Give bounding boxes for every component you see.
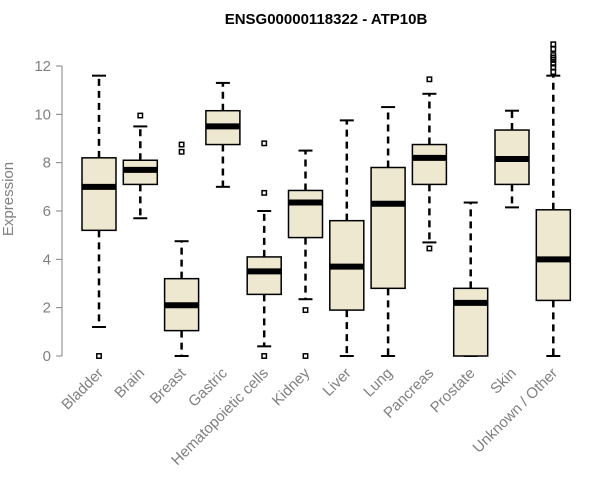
x-tick-label: Prostate <box>427 365 479 417</box>
y-tick-label: 0 <box>43 348 51 365</box>
x-tick-label: Skin <box>487 365 520 398</box>
chart-title: ENSG00000118322 - ATP10B <box>225 11 428 28</box>
outlier-point <box>550 52 557 59</box>
box-iqr <box>246 256 282 296</box>
outlier-point <box>550 69 557 75</box>
outlier-point <box>550 46 557 53</box>
outlier-point <box>302 307 309 314</box>
y-tick-label: 2 <box>43 300 51 317</box>
y-tick-label: 10 <box>34 106 51 123</box>
outlier-point <box>261 189 268 196</box>
outlier-point <box>550 64 557 71</box>
x-tick-label: Brain <box>111 365 148 402</box>
x-tick-label: Kidney <box>269 364 314 409</box>
outlier-point <box>261 353 268 359</box>
box-group <box>205 81 241 188</box>
box-iqr <box>81 157 117 232</box>
box-iqr <box>370 166 406 290</box>
outlier-point <box>426 76 433 83</box>
y-tick-label: 12 <box>34 58 51 75</box>
outlier-point <box>550 60 557 67</box>
outlier-point <box>550 41 557 48</box>
outlier-point <box>137 112 144 119</box>
axes: 0 2 4 6 8 10 12 <box>34 58 63 365</box>
box-iqr <box>535 209 572 302</box>
box-group <box>81 74 117 359</box>
box-iqr <box>452 287 489 357</box>
box-group <box>535 41 572 357</box>
boxes <box>81 41 572 359</box>
x-tick-label: Liver <box>320 365 355 400</box>
box-group <box>287 149 324 359</box>
outlier-point <box>426 245 433 252</box>
box-group <box>452 201 489 357</box>
outlier-point <box>178 141 185 148</box>
y-tick-label: 8 <box>43 155 51 172</box>
box-group <box>246 140 282 359</box>
box-iqr <box>287 189 324 239</box>
y-tick-label: 4 <box>43 251 51 268</box>
x-tick-label: Breast <box>147 364 190 407</box>
x-tick-label: Bladder <box>58 365 107 414</box>
outlier-point <box>96 353 102 359</box>
box-group <box>163 141 200 357</box>
outlier-point <box>261 140 268 147</box>
y-axis-label: Expression <box>0 162 17 236</box>
box-group <box>494 109 530 209</box>
y-tick-label: 6 <box>43 203 51 220</box>
box-iqr <box>411 143 448 186</box>
box-group <box>329 119 365 357</box>
box-group <box>370 106 406 357</box>
box-group <box>411 76 448 252</box>
x-tick-label: Lung <box>360 365 396 401</box>
outlier-point <box>302 353 309 359</box>
outlier-point <box>178 148 185 155</box>
box-group <box>122 112 159 220</box>
